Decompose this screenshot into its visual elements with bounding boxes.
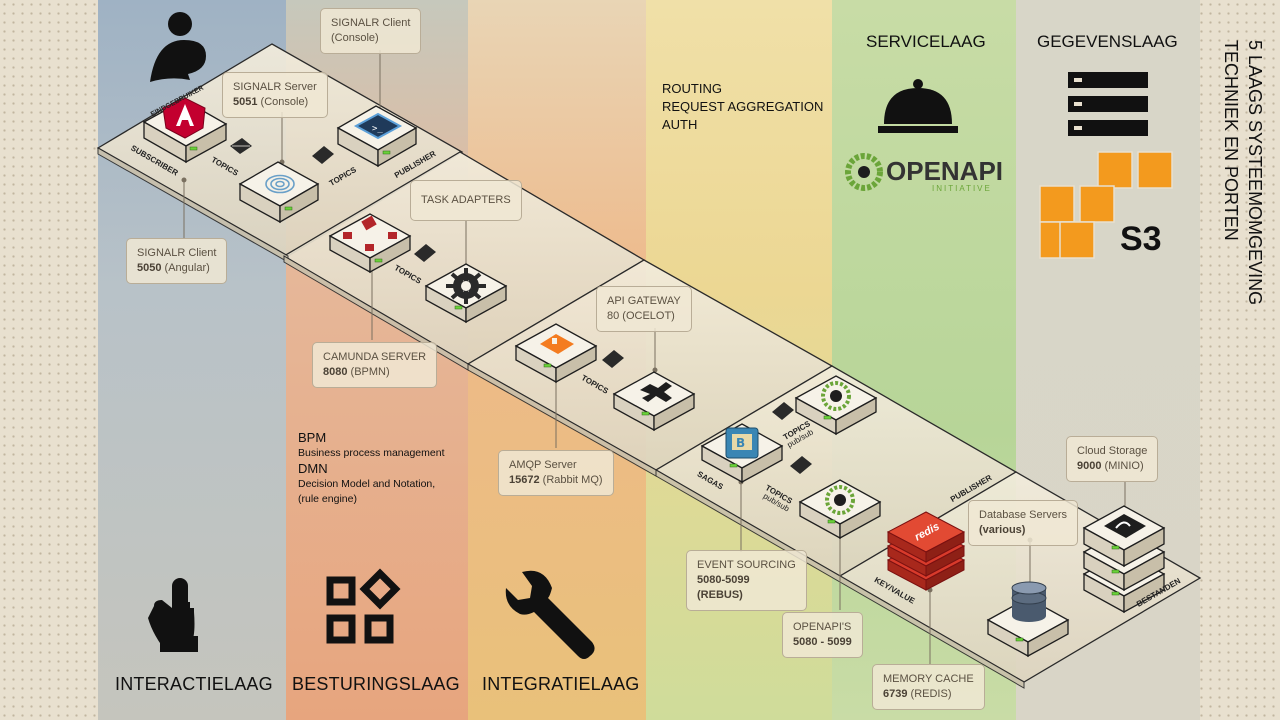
callout-task-adapters: TASK ADAPTERS [410,180,522,221]
widgets-icon [326,568,401,644]
svg-text:>_: >_ [372,124,383,134]
minio-icon [1104,514,1146,538]
callout-amqp: AMQP Server 15672 (Rabbit MQ) [498,450,614,496]
callout-cloud-storage: Cloud Storage 9000 (MINIO) [1066,436,1159,482]
openapi-logo-icon [845,153,883,191]
callout-camunda: CAMUNDA SERVER 8080 (BPMN) [312,342,438,388]
minio-stack [1082,505,1166,614]
callout-event-sourcing: EVENT SOURCING 5080-5099 (REBUS) [686,550,807,611]
page-title: 5 LAAGS SYSTEEMOMGEVING TECHNIEK EN PORT… [1214,40,1274,340]
svg-text:B: B [736,436,745,450]
s3-cubes-icon [1039,151,1173,259]
openapi-service-icon-1 [821,381,851,411]
camunda-box [328,213,412,274]
rabbitmq-icon [540,334,574,354]
redis-icon [886,511,966,591]
callout-openapis: OPENAPI'S 5080 - 5099 [782,612,863,658]
layer-interactielaag: INTERACTIELAAG [115,674,273,694]
openapi-service-icon-2 [825,485,855,515]
title-line-1: 5 LAAGS SYSTEEMOMGEVING [1245,40,1265,306]
gegevenslaag-heading: GEGEVENSLAAG [1037,32,1178,51]
wrench-icon [505,570,595,659]
console-icon: >_ [353,112,403,140]
server-rack-icon [1068,72,1148,136]
gear-icon [446,268,486,304]
callout-memory-cache: MEMORY CACHE 6739 (REDIS) [872,664,985,710]
callout-signalr-console-client: SIGNALR Client (Console) [320,8,422,54]
user-icon [150,12,206,82]
callout-signalr-angular: SIGNALR Client 5050 (Angular) [126,238,228,284]
servicelaag-heading: SERVICELAAG [866,32,986,51]
bpm-note: BPM Business process management DMN Deci… [298,430,445,505]
angular-icon [162,97,206,139]
routing-list: ROUTING REQUEST AGGREGATION AUTH [662,81,824,132]
s3-label: S3 [1120,220,1162,258]
openapi-logo-text: OPENAPI [886,156,1004,186]
task-adapters-box [424,263,508,324]
layer-besturingslaag: BESTURINGSLAAG [292,674,460,694]
openapi-logo-subtext: INITIATIVE [932,184,992,193]
envelope-icons [230,138,812,474]
rebus-icon: B [725,427,759,459]
layer-integratielaag: INTEGRATIELAAG [482,674,640,694]
touch-icon [148,578,198,652]
callout-signalr-server: SIGNALR Server 5051 (Console) [222,72,328,118]
database-icon [1011,581,1047,622]
callout-api-gateway: API GATEWAY 80 (OCELOT) [596,286,692,332]
ocelot-icon [640,382,672,402]
title-line-2: TECHNIEK EN PORTEN [1221,40,1241,241]
signalr-server-box [238,161,320,224]
bell-icon [878,79,958,133]
signalr-icon [265,174,295,194]
camunda-icon [343,215,397,251]
callout-database-servers: Database Servers (various) [968,500,1079,546]
